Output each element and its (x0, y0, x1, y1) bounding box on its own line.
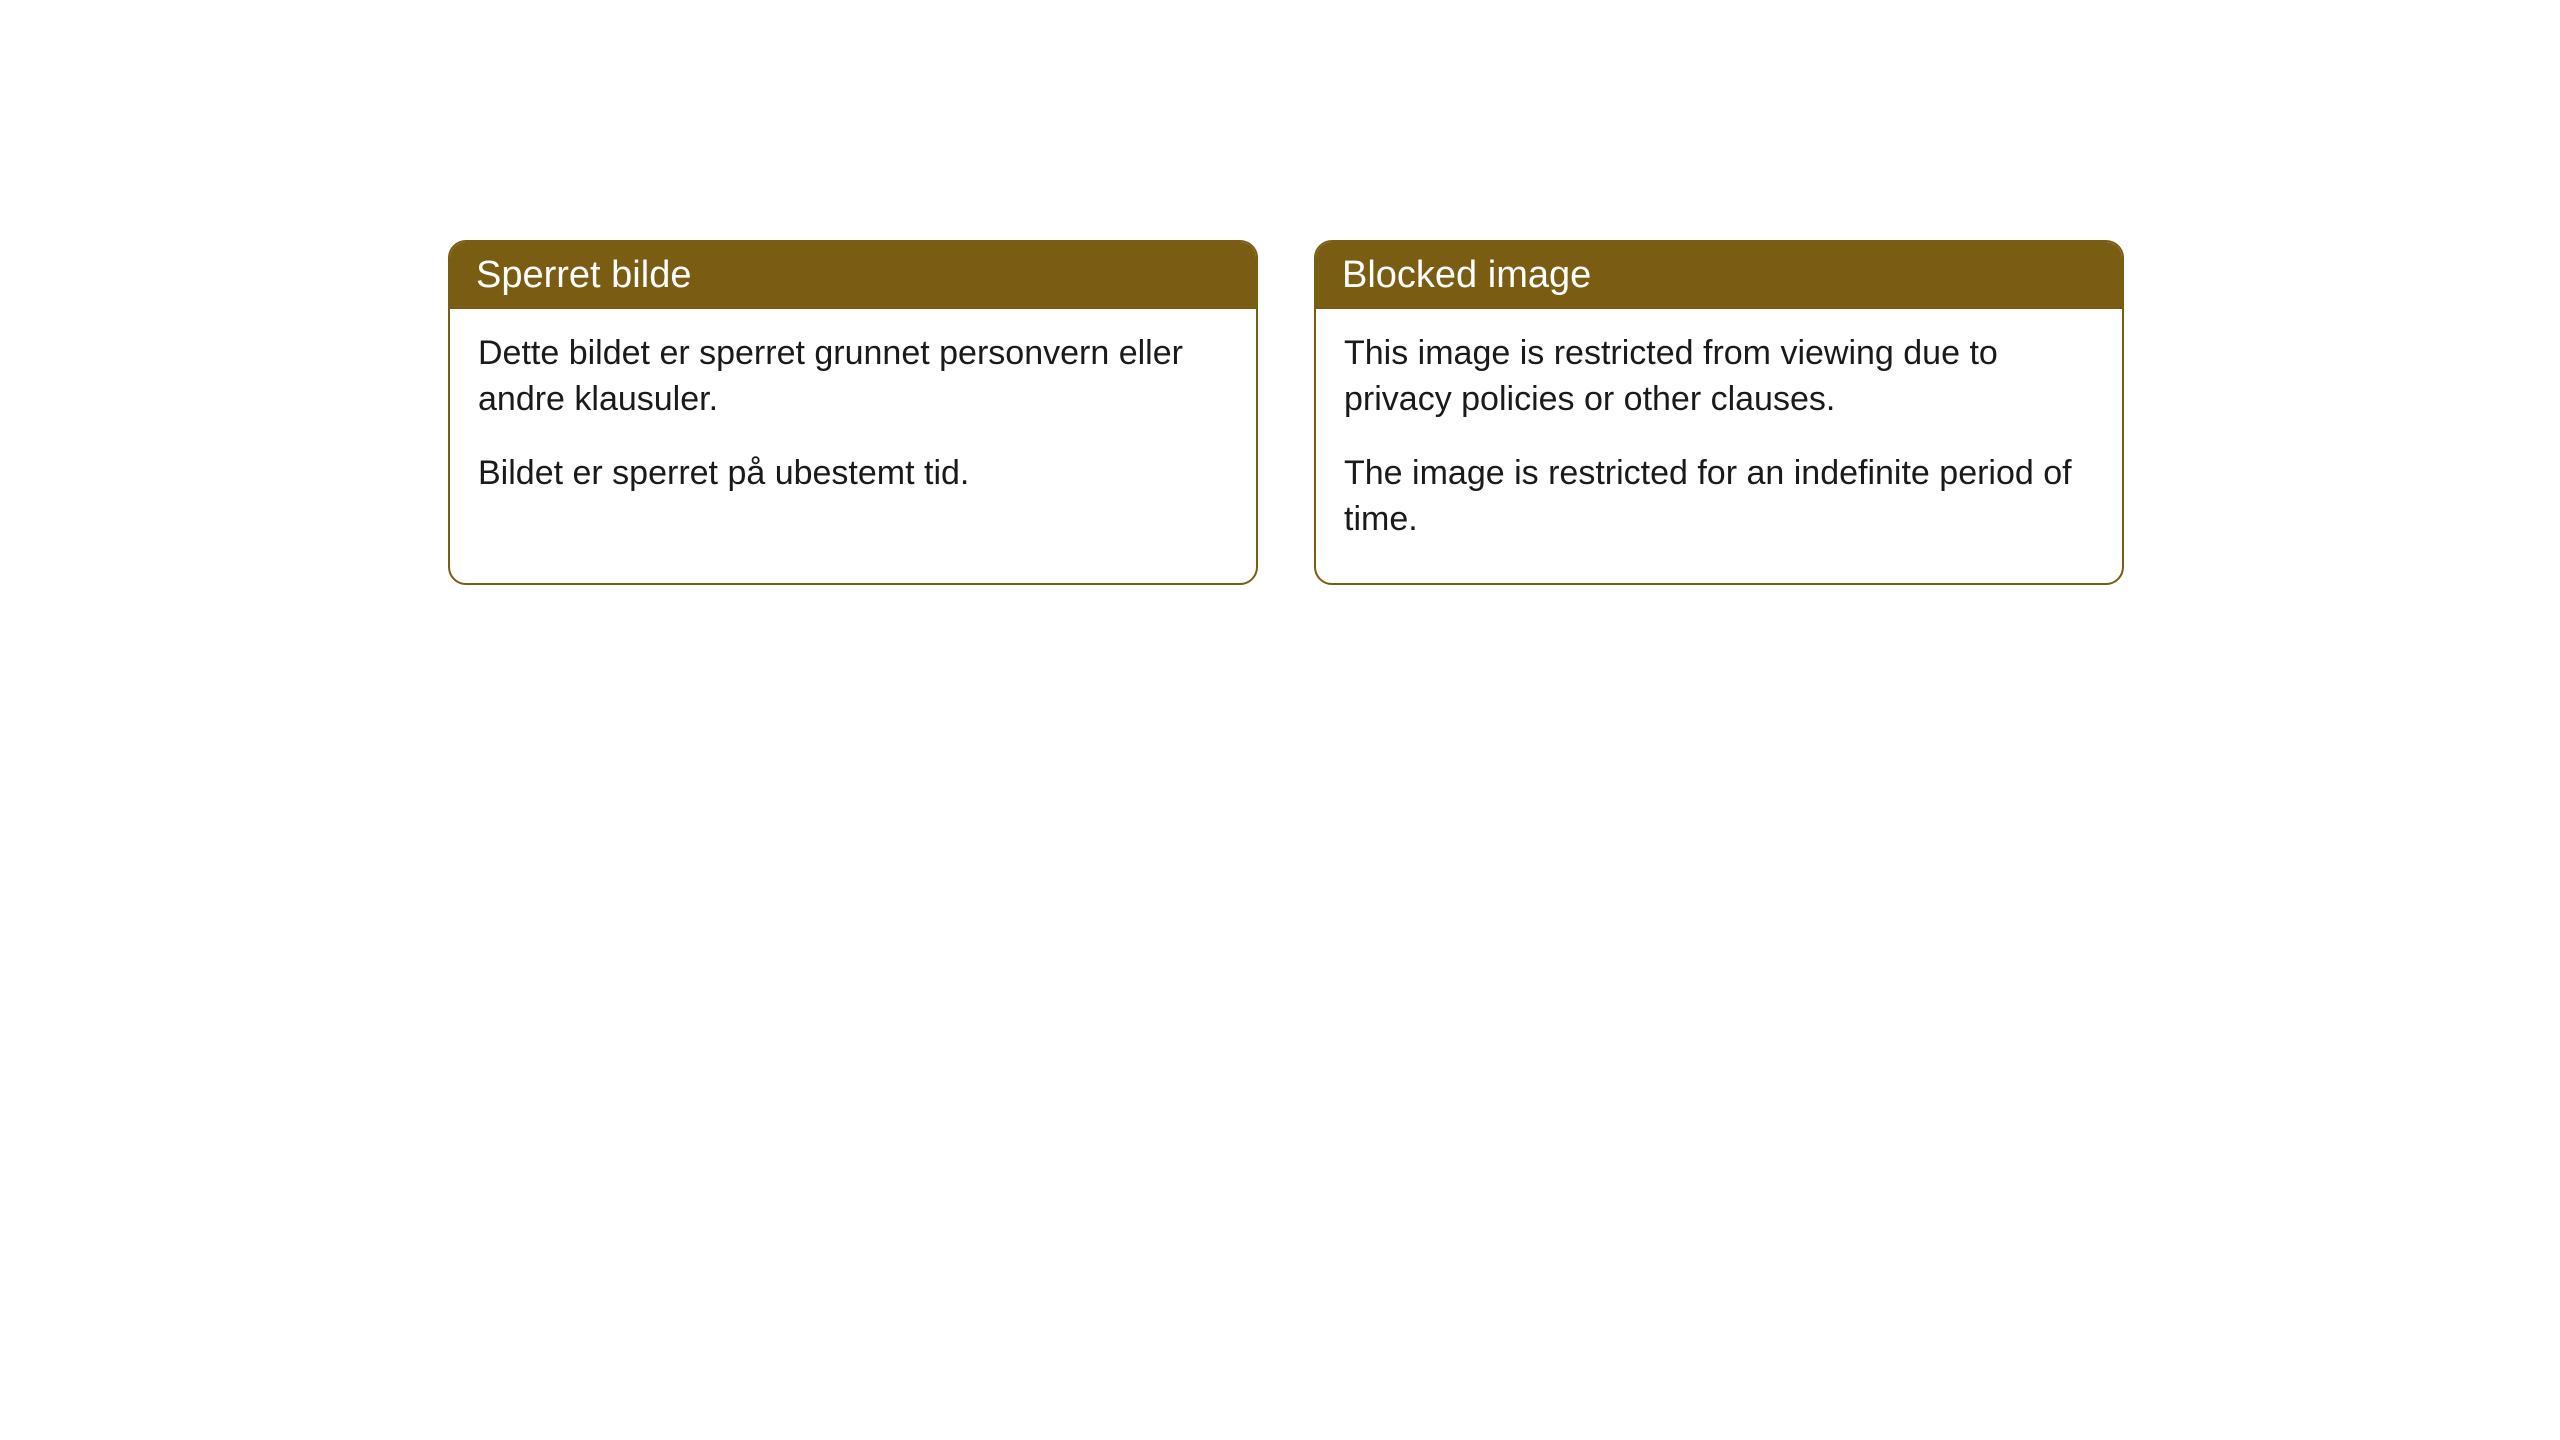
card-title: Sperret bilde (476, 254, 691, 296)
card-title: Blocked image (1342, 254, 1591, 296)
cards-container: Sperret bilde Dette bildet er sperret gr… (448, 240, 2124, 585)
card-body-english: This image is restricted from viewing du… (1316, 309, 2122, 583)
card-norwegian: Sperret bilde Dette bildet er sperret gr… (448, 240, 1258, 585)
card-paragraph: This image is restricted from viewing du… (1344, 331, 2094, 423)
card-paragraph: Dette bildet er sperret grunnet personve… (478, 331, 1228, 423)
card-header-norwegian: Sperret bilde (450, 242, 1256, 309)
card-header-english: Blocked image (1316, 242, 2122, 309)
card-english: Blocked image This image is restricted f… (1314, 240, 2124, 585)
card-paragraph: The image is restricted for an indefinit… (1344, 451, 2094, 543)
card-body-norwegian: Dette bildet er sperret grunnet personve… (450, 309, 1256, 537)
card-paragraph: Bildet er sperret på ubestemt tid. (478, 451, 1228, 497)
